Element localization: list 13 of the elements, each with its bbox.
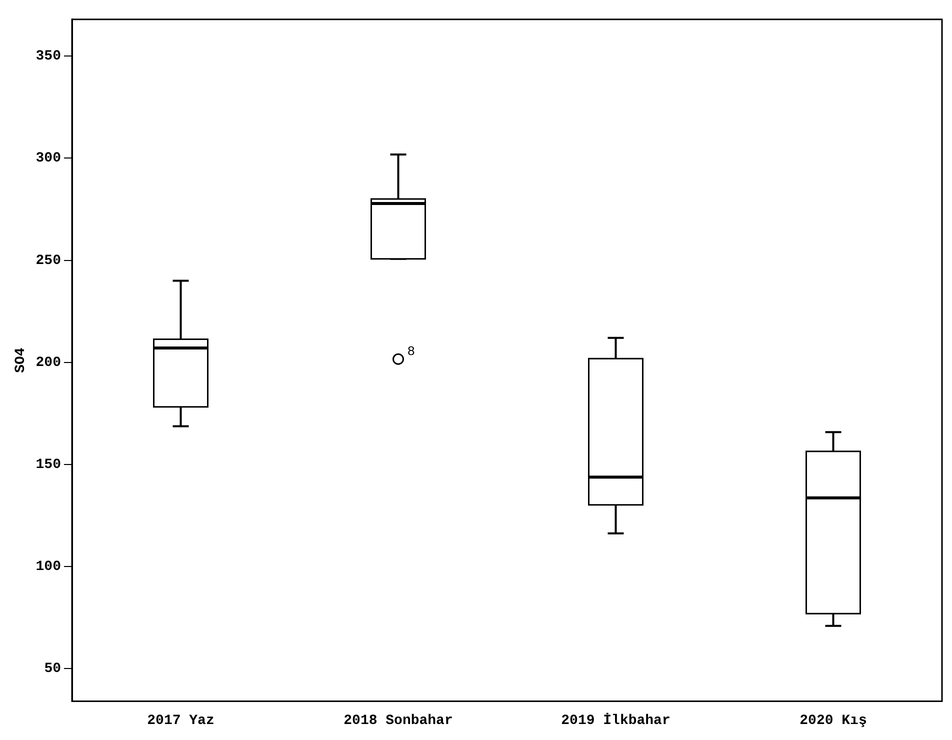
y-tick-label: 50 [44,661,62,678]
x-tick-label: 2017 Yaz [147,713,214,730]
y-tick-label: 150 [36,456,62,473]
x-tick-label: 2018 Sonbahar [344,713,453,730]
annotation: 8 [407,344,416,360]
y-tick-label: 100 [36,559,62,576]
x-tick-label: 2019 İlkbahar [561,712,670,730]
x-tick-label: 2020 Kış [800,713,867,730]
y-tick-label: 300 [36,150,62,167]
y-tick-label: 350 [36,48,62,65]
y-axis-title: SO4 [12,348,29,373]
y-tick-label: 200 [36,354,62,371]
y-tick-label: 250 [36,252,62,269]
